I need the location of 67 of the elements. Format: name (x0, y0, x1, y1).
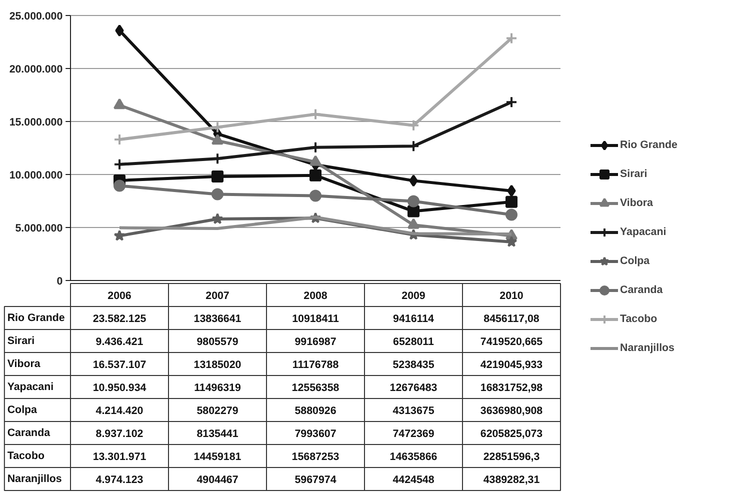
data-label: 5967974 (294, 474, 336, 486)
data-label: 4389282,31 (483, 474, 540, 486)
data-label: 16.537.107 (92, 359, 146, 371)
text: Naranjillos (7, 473, 62, 485)
x-tick-label: 2007 (206, 290, 230, 302)
data-label: 4424548 (392, 474, 434, 486)
y-tick-label: 0 (56, 276, 63, 288)
x-tick-label: 2006 (108, 290, 132, 302)
data-label: 9916987 (294, 336, 336, 348)
data-label: 11176788 (292, 359, 339, 371)
y-tick-label: 10.000.000 (9, 170, 63, 182)
x-tick-label: 2008 (304, 290, 328, 302)
data-label: 16831752,98 (480, 382, 543, 394)
data-label: 22851596,3 (483, 451, 540, 463)
data-label: 13.301.971 (92, 451, 146, 463)
legend-label: Vibora (620, 197, 653, 209)
data-label: 5238435 (392, 359, 434, 371)
x-tick-label: 2010 (500, 290, 524, 302)
data-label: 6528011 (393, 336, 434, 348)
legend-label: Naranjillos (620, 342, 674, 354)
data-label: 8.937.102 (96, 428, 144, 440)
text: Rio Grande (7, 312, 65, 324)
y-tick-label: 20.000.000 (9, 64, 63, 76)
text: Sirari (7, 335, 35, 347)
y-tick-label: 25.000.000 (9, 10, 63, 22)
data-label: 4313675 (392, 405, 434, 417)
text: Vibora (7, 358, 40, 370)
data-label: 23.582.125 (92, 313, 146, 325)
data-label: 12556358 (292, 382, 340, 394)
data-label: 9416114 (393, 313, 434, 325)
legend-label: Caranda (620, 284, 663, 296)
data-label: 7419520,665 (480, 336, 543, 348)
text: Tacobo (7, 450, 44, 462)
data-label: 9805579 (196, 336, 238, 348)
data-label: 4904467 (196, 474, 238, 486)
legend-label: Tacobo (620, 313, 658, 325)
text: Colpa (7, 404, 37, 416)
legend-label: Yapacani (620, 226, 666, 238)
data-label: 4219045,933 (480, 359, 543, 371)
data-label: 4.974.123 (96, 474, 144, 486)
data-label: 7472369 (392, 428, 434, 440)
data-label: 5880926 (294, 405, 336, 417)
data-label: 14635866 (390, 451, 438, 463)
data-label: 12676483 (390, 382, 438, 394)
data-label: 9.436.421 (96, 336, 144, 348)
data-label: 8456117,08 (484, 313, 540, 325)
text: Yapacani (7, 381, 54, 393)
data-label: 8135441 (196, 428, 238, 440)
text: Caranda (7, 427, 50, 439)
legend-label: Sirari (620, 168, 648, 180)
data-label: 4.214.420 (96, 405, 144, 417)
data-label: 6205825,073 (480, 428, 543, 440)
data-label: 14459181 (194, 451, 242, 463)
data-label: 13836641 (194, 313, 242, 325)
y-tick-label: 15.000.000 (9, 116, 63, 128)
data-label: 10918411 (292, 313, 339, 325)
data-label: 5802279 (196, 405, 238, 417)
y-tick-label: 5.000.000 (15, 222, 63, 234)
x-tick-label: 2009 (402, 290, 426, 302)
data-label: 3636980,908 (480, 405, 543, 417)
data-label: 10.950.934 (92, 382, 146, 394)
legend-label: Colpa (620, 255, 650, 267)
data-label: 13185020 (194, 359, 242, 371)
legend-label: Rio Grande (620, 139, 678, 151)
data-label: 15687253 (292, 451, 340, 463)
data-label: 7993607 (294, 428, 336, 440)
data-label: 11496319 (194, 382, 241, 394)
